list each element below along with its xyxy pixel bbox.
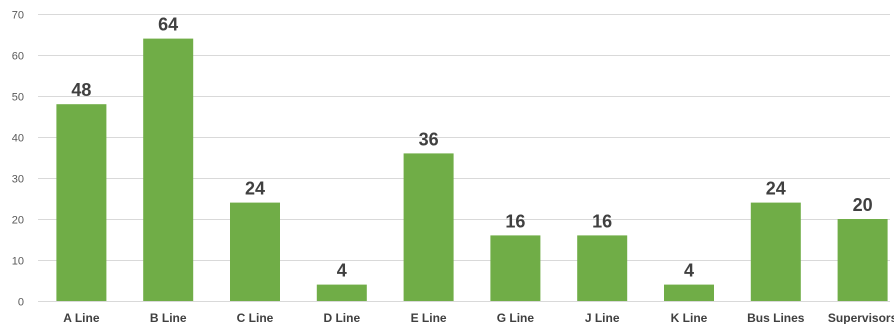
y-axis-tick-labels: 0 10 20 30 40 50 60 70 [12,10,24,309]
y-tick-label: 30 [12,174,24,186]
bar [837,219,888,301]
y-tick-label: 20 [12,215,24,227]
x-tick-label: J Line [585,311,620,324]
data-label: 4 [684,261,694,281]
data-label: 16 [592,211,612,231]
bar [664,284,714,301]
y-tick-label: 0 [18,297,24,309]
y-tick-label: 70 [12,10,24,22]
data-label: 24 [245,179,265,199]
bar [56,104,107,301]
data-label: 24 [766,179,786,199]
x-tick-label: Bus Lines [747,311,805,324]
data-label: 64 [158,15,178,35]
x-tick-label: E Line [411,311,447,324]
data-label: 4 [337,261,347,281]
x-tick-label: Supervisors [828,311,894,324]
x-tick-label: B Line [150,311,187,324]
y-tick-label: 60 [12,51,24,63]
bar [750,202,801,301]
data-label: 20 [853,195,873,215]
data-label: 36 [419,129,439,149]
bar [143,38,194,301]
x-tick-label: G Line [497,311,535,324]
x-tick-label: D Line [323,311,360,324]
y-tick-label: 50 [12,92,24,104]
bar [403,153,454,301]
bar [490,235,541,301]
y-tick-label: 10 [12,256,24,268]
x-tick-label: C Line [237,311,274,324]
bar [577,235,628,301]
x-axis-category-labels: A Line B Line C Line D Line E Line G Line J Li… [63,311,894,324]
data-label: 16 [505,211,525,231]
bar [316,284,367,301]
x-tick-label: A Line [63,311,100,324]
y-tick-label: 40 [12,133,24,145]
bars [56,38,888,301]
data-label: 48 [71,80,91,100]
bar [230,202,280,301]
data-labels: 48 64 24 4 36 16 16 4 24 20 [71,15,872,281]
x-tick-label: K Line [671,311,708,324]
